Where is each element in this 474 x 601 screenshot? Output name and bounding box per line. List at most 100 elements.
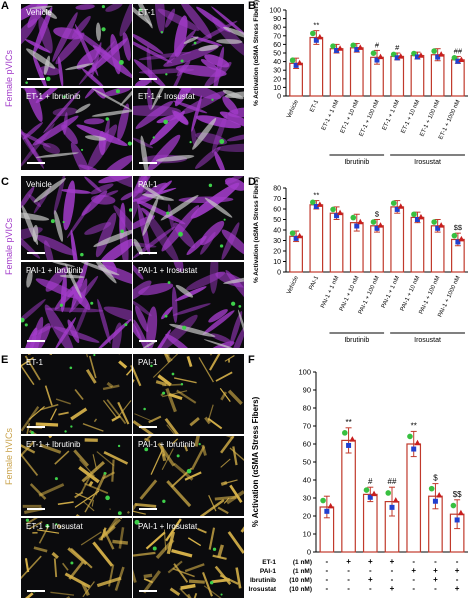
micrograph-e-5: ET-1 + Irosustat	[21, 518, 132, 598]
y-tick-label: 30	[273, 238, 281, 245]
group-label: Ibrutinib	[344, 159, 369, 166]
data-point	[310, 199, 316, 206]
bar	[410, 216, 425, 273]
data-point	[377, 53, 384, 60]
data-point	[432, 498, 438, 504]
data-point	[455, 239, 461, 245]
data-point	[458, 56, 465, 63]
micrograph-caption: ET-1 + Ibrutinib	[26, 92, 81, 101]
micrograph-caption: PAI-1 + Ibrutinib	[26, 266, 83, 275]
y-tick-label: 10	[273, 259, 281, 266]
y-axis-label: % Activation (αSMA Stress Fibers)	[253, 0, 260, 106]
significance-mark: $	[375, 210, 380, 219]
x-tick-label: ET-1 + 1 nM	[382, 99, 401, 131]
scale-bar	[139, 78, 157, 80]
significance-mark: #	[368, 477, 373, 486]
data-point	[330, 206, 336, 213]
data-point	[313, 37, 319, 43]
scale-bar	[27, 590, 45, 592]
micrograph-caption: PAI-1 + Irosustat	[138, 522, 198, 531]
x-tick-label: ET-1 + 10 nM	[340, 99, 361, 134]
data-point	[320, 497, 326, 504]
data-point	[417, 52, 424, 58]
condition-mark: -	[326, 557, 329, 566]
micrograph-e-4: PAI-1 + Ibrutinib	[133, 436, 244, 516]
data-point	[389, 504, 395, 510]
scale-bar	[139, 340, 157, 342]
y-tick-label: 60	[273, 207, 281, 214]
micrograph-e-1: ET-1	[21, 354, 132, 434]
significance-mark: ##	[388, 477, 397, 486]
bar	[309, 204, 324, 273]
x-tick-label: ET-1 + 10 nM	[401, 99, 422, 134]
data-point	[436, 491, 443, 498]
scale-bar	[27, 340, 45, 342]
condition-mark: -	[456, 575, 459, 584]
bar	[390, 206, 405, 273]
micrograph-caption: ET-1	[138, 8, 155, 17]
x-tick-label: Vehicle	[286, 275, 300, 296]
data-point	[313, 203, 319, 209]
data-point	[397, 53, 404, 59]
side-label-c: Female pVICs	[4, 218, 14, 276]
condition-dose: (10 nM)	[289, 577, 312, 584]
data-point	[428, 485, 435, 492]
data-point	[350, 214, 357, 221]
micrograph-a-3: ET-1 + Ibrutinib	[21, 88, 132, 170]
condition-mark: -	[391, 575, 394, 584]
x-tick-label: ET-1 + 100 nM	[419, 99, 441, 137]
significance-mark: **	[345, 418, 351, 427]
bar	[341, 439, 356, 553]
micrograph-caption: PAI-1	[138, 358, 158, 367]
data-point	[334, 213, 340, 219]
chart-d: 0 10 20 30 40 50 60 70 80 % Activation (αSMA Stre…	[253, 177, 468, 344]
micrograph-a-4: ET-1 + Irosustat	[133, 88, 244, 170]
condition-label: ET-1	[262, 559, 276, 566]
group-label: Irosustat	[414, 159, 441, 166]
y-tick-label: 20	[303, 512, 311, 521]
y-tick-label: 70	[273, 196, 281, 203]
data-point	[310, 30, 316, 37]
x-tick-label: PAI-1	[309, 275, 321, 291]
data-point	[450, 502, 457, 509]
significance-mark: #	[375, 40, 380, 49]
bar	[451, 59, 465, 97]
bar	[410, 54, 425, 97]
scale-bar	[139, 426, 157, 428]
condition-mark: +	[368, 557, 373, 566]
condition-mark: +	[455, 566, 460, 575]
y-tick-label: 50	[273, 217, 281, 224]
y-tick-label: 70	[303, 422, 311, 431]
bar	[390, 55, 405, 97]
y-tick-label: 20	[273, 76, 281, 83]
panel-label-c: C	[1, 176, 9, 188]
y-tick-label: 50	[303, 458, 311, 467]
significance-mark: **	[313, 21, 319, 30]
data-point	[411, 446, 417, 452]
data-point	[454, 517, 460, 523]
data-point	[337, 45, 344, 51]
x-tick-label: PAI-1 + 1 nM	[381, 275, 401, 309]
x-tick-label: PAI-1 + 1000 nM	[437, 275, 461, 318]
chart-f: 0 10 20 30 40 50 60 70 80 90 100 % Activation (αSMA…	[249, 368, 468, 593]
x-tick-label: PAI-1 + 100 nM	[358, 275, 381, 315]
data-point	[417, 213, 424, 220]
condition-mark: +	[433, 575, 438, 584]
micrograph-caption: ET-1 + Ibrutinib	[26, 440, 81, 449]
y-tick-label: 10	[303, 530, 311, 539]
data-point	[458, 235, 465, 242]
x-tick-label: PAI-1 + 10 nM	[339, 275, 361, 312]
scale-bar	[139, 508, 157, 510]
scale-bar	[139, 590, 157, 592]
x-tick-label: Vehicle	[286, 99, 300, 120]
y-axis-label: % Activation (αSMA Stress Fibers)	[253, 177, 260, 283]
significance-mark: $$	[454, 223, 463, 232]
data-point	[411, 211, 417, 218]
data-point	[397, 203, 404, 209]
micrograph-caption: Vehicle	[26, 180, 52, 189]
data-point	[377, 222, 384, 228]
micrograph-e-3: ET-1 + Ibrutinib	[21, 436, 132, 516]
y-tick-label: 60	[273, 42, 281, 49]
y-tick-label: 40	[303, 476, 311, 485]
data-point	[390, 200, 397, 206]
